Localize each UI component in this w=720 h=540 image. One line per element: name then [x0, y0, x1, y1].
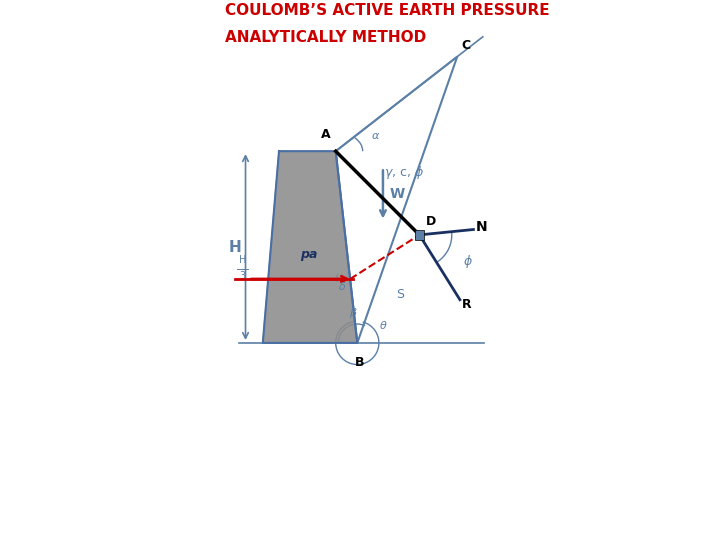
- Text: pa: pa: [300, 248, 318, 261]
- Polygon shape: [415, 230, 424, 240]
- Text: N: N: [476, 220, 487, 234]
- Text: $\delta$: $\delta$: [338, 280, 346, 292]
- Text: $\phi$: $\phi$: [463, 253, 472, 269]
- Text: R: R: [462, 298, 471, 310]
- Text: $\beta$: $\beta$: [349, 306, 358, 320]
- Text: 3: 3: [239, 271, 246, 281]
- Text: W: W: [390, 187, 405, 201]
- Text: B: B: [355, 356, 365, 369]
- Text: ANALYTICALLY METHOD: ANALYTICALLY METHOD: [225, 30, 426, 45]
- Text: H: H: [228, 240, 241, 254]
- Text: C: C: [462, 39, 471, 52]
- Text: A: A: [320, 129, 330, 141]
- Text: COULOMB’S ACTIVE EARTH PRESSURE: COULOMB’S ACTIVE EARTH PRESSURE: [225, 3, 549, 18]
- Text: $\gamma$, c, $\phi$: $\gamma$, c, $\phi$: [384, 164, 424, 181]
- Text: $\theta$: $\theta$: [379, 319, 387, 332]
- Text: S: S: [397, 288, 405, 301]
- Polygon shape: [263, 151, 357, 343]
- Text: H: H: [238, 255, 246, 265]
- Text: D: D: [426, 215, 436, 228]
- Text: $\alpha$: $\alpha$: [371, 131, 380, 141]
